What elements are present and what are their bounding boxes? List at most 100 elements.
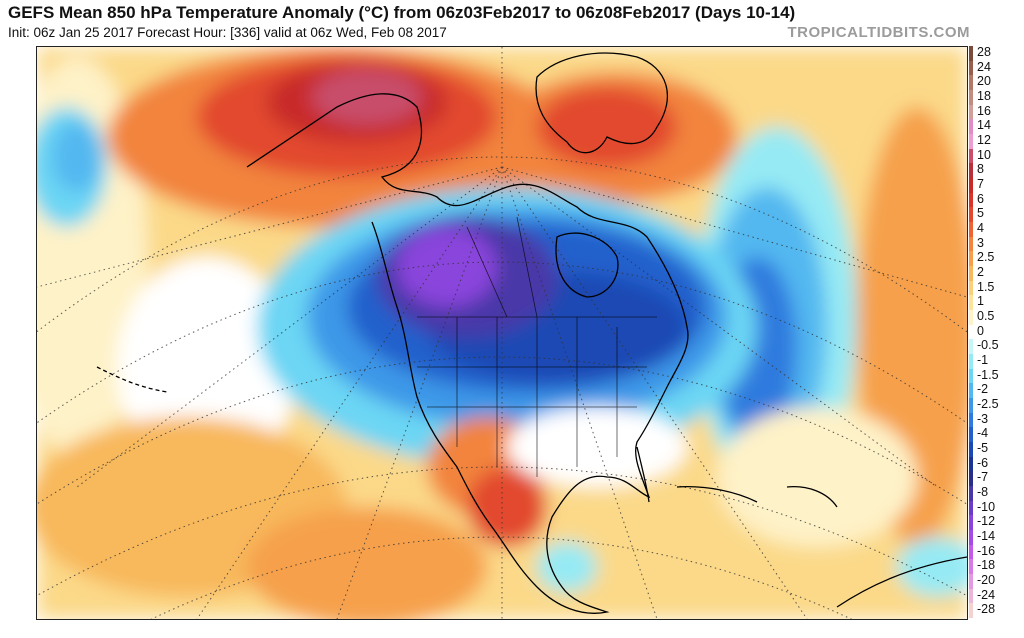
colorbar-swatch [969,412,973,428]
colorbar-swatch [969,236,973,252]
colorbar-swatch [969,339,973,354]
colorbar-swatch [969,119,973,134]
colorbar-swatch [969,427,973,442]
colorbar-label: 0 [977,323,984,338]
colorbar-level: 18 [969,89,1024,105]
colorbar-level: 16 [969,103,1024,120]
colorbar-swatch [969,295,973,310]
colorbar-label: 8 [977,162,984,177]
colorbar-label: 5 [977,206,984,221]
colorbar-label: -1 [977,353,989,367]
colorbar-label: -1.5 [977,367,999,382]
colorbar-level: -14 [969,529,1024,545]
colorbar-label: 18 [977,89,991,103]
colorbar-swatch [969,574,973,589]
colorbar-level: 24 [969,59,1024,76]
colorbar-label: -20 [977,573,996,587]
colorbar-level: -1.5 [969,367,1024,384]
colorbar-level: 12 [969,133,1024,149]
colorbar-level: -10 [969,499,1024,516]
colorbar-label: -4 [977,426,989,441]
colorbar-label: -14 [977,529,996,543]
anomaly-map [36,46,968,620]
colorbar-label: 14 [977,118,991,133]
colorbar-label: 20 [977,74,991,89]
colorbar-label: 6 [977,191,984,206]
colorbar-level: 5 [969,206,1024,222]
colorbar-swatch [969,251,973,266]
colorbar-level: 8 [969,162,1024,178]
colorbar-swatch [969,442,973,457]
colorbar-swatch [969,603,973,618]
colorbar-level: 28 [969,45,1024,61]
colorbar-level: -2 [969,382,1024,398]
colorbar-swatch [969,104,973,120]
colorbar-level: -8 [969,485,1024,501]
colorbar-label: -28 [977,602,996,617]
colorbar-label: 7 [977,177,984,191]
colorbar-level: 2 [969,265,1024,281]
colorbar-label: -7 [977,470,989,485]
colorbar-level: 2.5 [969,250,1024,266]
colorbar-label: 1 [977,294,984,309]
coastlines [96,52,967,614]
colorbar-swatch [969,192,973,208]
colorbar-label: 16 [977,103,991,118]
colorbar-swatch [969,515,973,530]
colorbar-level: 1 [969,294,1024,310]
colorbar-label: 2 [977,265,984,279]
colorbar-level: 0 [969,323,1024,340]
colorbar-swatch [969,75,973,90]
colorbar-swatch [969,266,973,281]
colorbar-swatch [969,368,973,384]
colorbar-swatch [969,178,973,193]
colorbar-level: -18 [969,558,1024,574]
colorbar-label: 24 [977,59,991,74]
colorbar-swatch [969,324,973,340]
graticule [37,47,967,619]
colorbar-swatch [969,134,973,149]
colorbar-swatch [969,60,973,76]
colorbar-swatch [969,46,973,61]
colorbar-swatch [969,222,973,237]
colorbar-swatch [969,456,973,472]
colorbar-level: -16 [969,544,1024,560]
colorbar-swatch [969,163,973,178]
colorbar-level: -3 [969,412,1024,428]
colorbar-label: -24 [977,587,996,602]
colorbar-label: 1.5 [977,279,995,294]
colorbar-swatch [969,500,973,516]
colorbar-level: 1.5 [969,279,1024,296]
colorbar-swatch [969,310,973,325]
anomaly-colorbar: 28 24 20 18 16 14 12 10 8 7 6 5 4 3 2.5 2 1.5 1 0.5 0 -0.5 -1… [969,45,1024,620]
political-borders [417,216,657,477]
colorbar-level: 14 [969,118,1024,134]
colorbar-swatch [969,90,973,105]
colorbar-level: -1 [969,353,1024,369]
colorbar-label: 12 [977,133,991,147]
colorbar-label: -6 [977,455,989,470]
colorbar-level: 10 [969,147,1024,164]
colorbar-label: -2.5 [977,397,999,411]
colorbar-swatch [969,559,973,574]
colorbar-label: 3 [977,235,984,250]
colorbar-label: -12 [977,514,996,529]
colorbar-label: -18 [977,558,996,573]
colorbar-label: -10 [977,499,996,514]
colorbar-level: 20 [969,74,1024,90]
colorbar-level: 6 [969,191,1024,208]
colorbar-swatch [969,383,973,398]
colorbar-swatch [969,207,973,222]
colorbar-swatch [969,588,973,604]
colorbar-label: 0.5 [977,309,995,323]
colorbar-level: 0.5 [969,309,1024,325]
colorbar-label: 10 [977,147,991,162]
colorbar-label: -0.5 [977,338,999,353]
colorbar-level: 4 [969,221,1024,237]
colorbar-swatch [969,148,973,164]
colorbar-label: 28 [977,45,991,59]
colorbar-swatch [969,486,973,501]
colorbar-label: 4 [977,221,984,235]
colorbar-label: -2 [977,382,989,397]
colorbar-swatch [969,398,973,413]
